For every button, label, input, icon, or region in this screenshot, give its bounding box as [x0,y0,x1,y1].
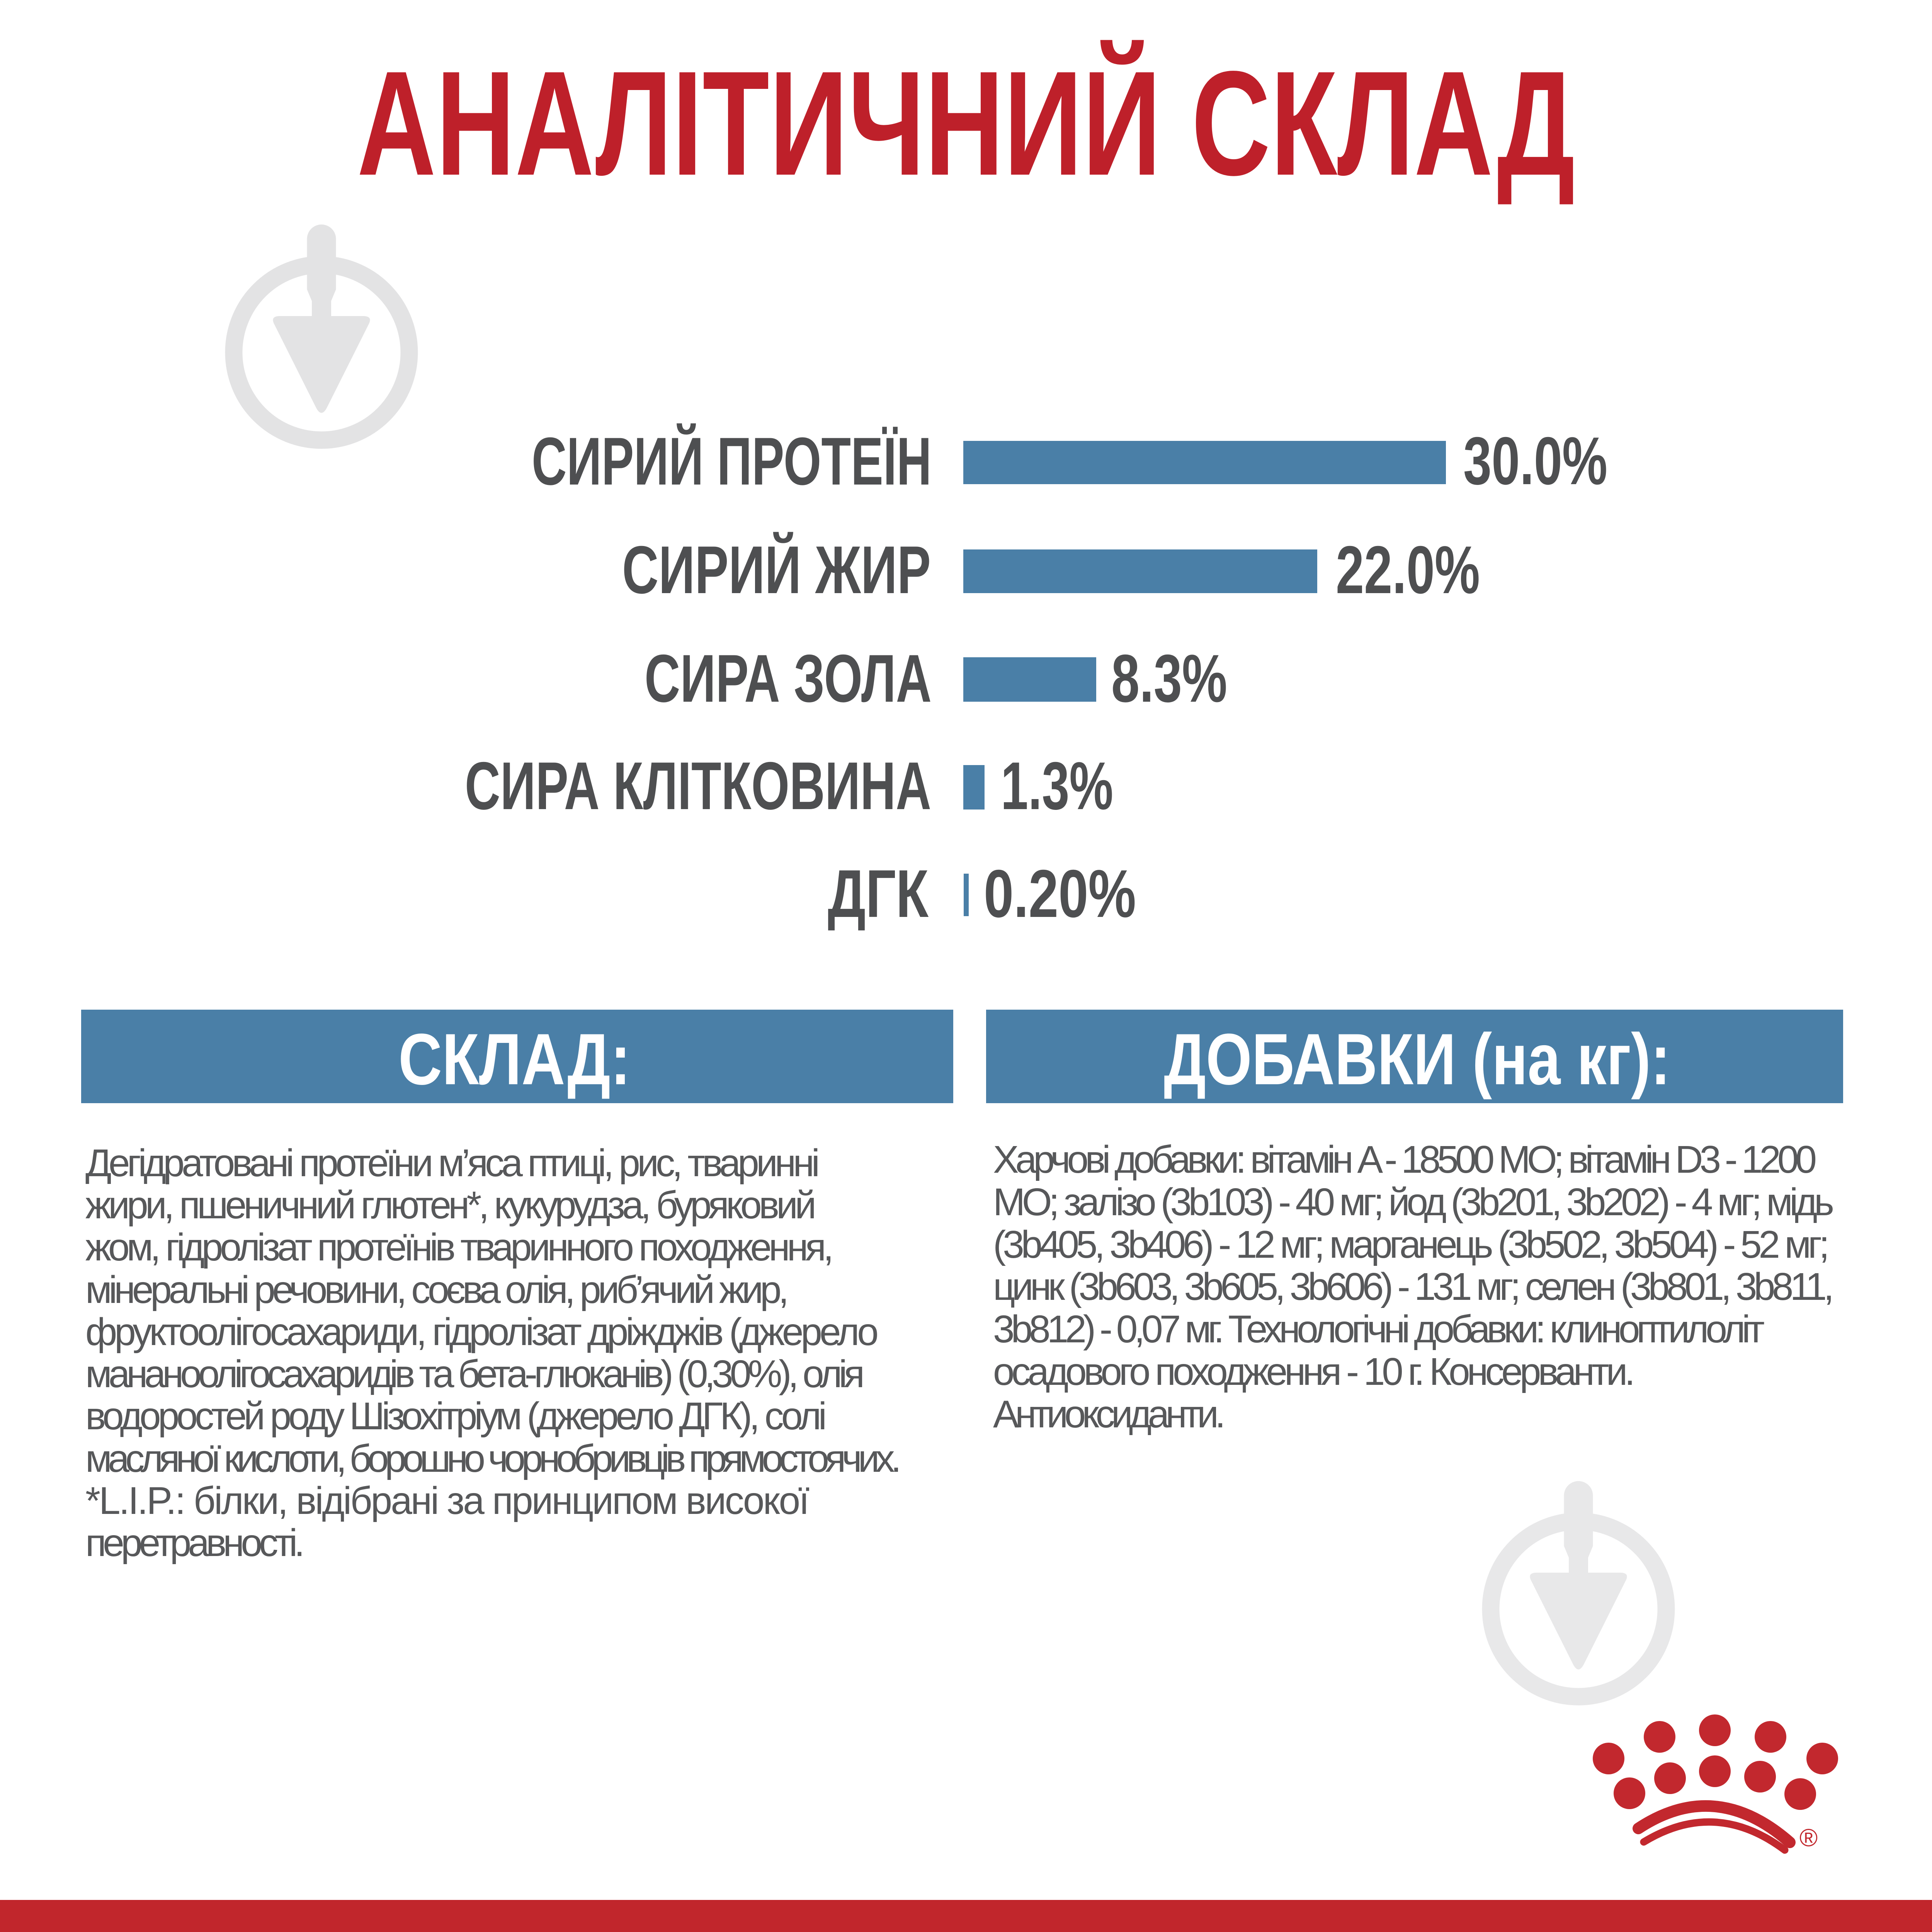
svg-text:30.0%: 30.0% [1463,423,1607,499]
svg-text:3b812) - 0,07 мг. Технологічні: 3b812) - 0,07 мг. Технологічні добавки: … [993,1308,1765,1351]
svg-text:ДГК: ДГК [828,856,929,932]
svg-text:СИРИЙ ПРОТЕЇН: СИРИЙ ПРОТЕЇН [532,423,932,499]
svg-text:СИРА КЛІТКОВИНА: СИРА КЛІТКОВИНА [465,748,931,824]
svg-text:СИРИЙ ЖИР: СИРИЙ ЖИР [622,532,931,608]
svg-text:СИРА ЗОЛА: СИРА ЗОЛА [645,641,932,716]
svg-text:водоростей роду Шізохітріум (д: водоростей роду Шізохітріум (джерело ДГК… [85,1395,827,1438]
svg-text:АНАЛІТИЧНИЙ СКЛАД: АНАЛІТИЧНИЙ СКЛАД [357,40,1575,206]
svg-text:ДОБАВКИ (на кг):: ДОБАВКИ (на кг): [1164,1019,1670,1100]
svg-text:22.0%: 22.0% [1336,532,1480,608]
svg-text:Дегідратовані протеїни м’яса п: Дегідратовані протеїни м’яса птиці, рис,… [85,1141,820,1185]
svg-text:мінеральні речовини, соєва олі: мінеральні речовини, соєва олія, риб’ячи… [85,1268,789,1311]
svg-text:МО; залізо (3b103) - 40 мг; йо: МО; залізо (3b103) - 40 мг; йод (3b201, … [993,1180,1834,1224]
svg-text:цинк (3b603, 3b605, 3b606) - 1: цинк (3b603, 3b605, 3b606) - 131 мг; сел… [993,1265,1834,1308]
svg-text:1.3%: 1.3% [1001,748,1113,824]
svg-text:0.20%: 0.20% [984,856,1136,932]
svg-text:фруктоолігосахариди, гідроліза: фруктоолігосахариди, гідролізат дріжджів… [85,1310,879,1354]
svg-text:*L.I.P.: білки, відібрані за п: *L.I.P.: білки, відібрані за принципом в… [85,1479,810,1522]
svg-text:8.3%: 8.3% [1111,641,1227,716]
svg-text:жом, гідролізат протеїнів твар: жом, гідролізат протеїнів тваринного пох… [85,1226,834,1269]
svg-text:масляної кислоти, борошно чорн: масляної кислоти, борошно чорнобривців п… [85,1437,901,1480]
svg-text:жири, пшеничний глютен*, кукур: жири, пшеничний глютен*, кукурудза, буря… [85,1184,816,1227]
svg-text:осадового походження - 10 г. К: осадового походження - 10 г. Консерванти… [993,1350,1635,1393]
svg-text:Харчові добавки: вітамін A - 1: Харчові добавки: вітамін A - 18500 МО; в… [993,1138,1817,1181]
svg-text:мананоолігосахаридів та бета-г: мананоолігосахаридів та бета-глюканів) (… [85,1352,865,1396]
svg-text:®: ® [1799,1824,1818,1852]
svg-text:перетравності.: перетравності. [85,1521,305,1565]
svg-text:Антиоксиданти.: Антиоксиданти. [993,1393,1226,1436]
svg-text:(3b405, 3b406) - 12 мг; марган: (3b405, 3b406) - 12 мг; марганець (3b502… [993,1223,1830,1266]
svg-text:СКЛАД:: СКЛАД: [398,1019,631,1100]
